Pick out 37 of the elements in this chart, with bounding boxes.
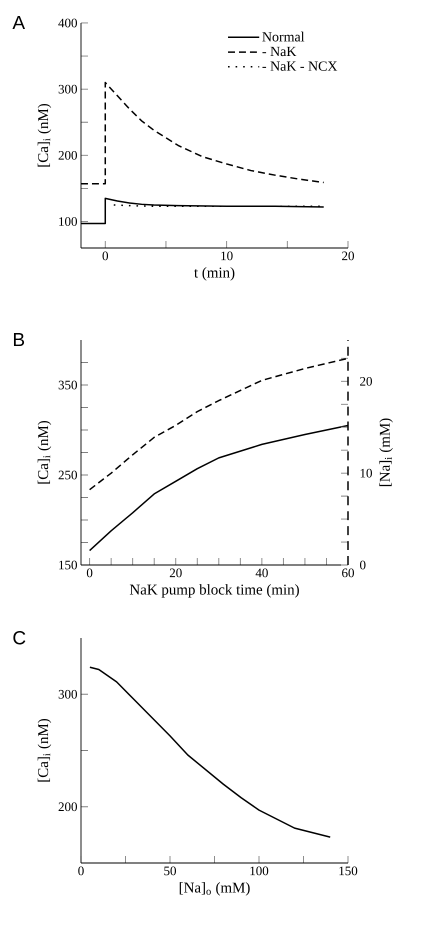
y-tick-label: 150 [59, 560, 77, 570]
x-tick-label: 40 [256, 568, 268, 578]
x-tick-label: 60 [342, 568, 354, 578]
x-tick-label: 0 [78, 866, 84, 876]
x-tick-label: 10 [221, 252, 233, 260]
legend-label: Normal [262, 32, 304, 42]
x-tick-label: 150 [339, 866, 358, 876]
y-tick-label: 100 [59, 217, 77, 226]
x-axis-title: NaK pump block time (min) [130, 584, 299, 598]
x-tick-label: 100 [250, 866, 268, 876]
y-tick-label: 250 [58, 470, 77, 480]
x-axis-title: [Na]$_{o}$ (mM) [180, 882, 250, 896]
legend-label: - NaK - NCX [262, 61, 338, 71]
x-tick-label: 0 [102, 252, 108, 260]
y-axis-title: [Ca]$_{i}$ (nM) [38, 420, 52, 484]
chart-title: C [13, 631, 26, 644]
x-tick-label: 20 [170, 568, 182, 578]
y-tick-label: 350 [58, 380, 77, 390]
chart-title: A [12, 16, 26, 30]
legend-label: - NaK [262, 46, 296, 56]
line-series [88, 358, 349, 490]
y-tick-label: 300 [58, 690, 77, 699]
y2-axis-title: [Na]$_{i}$ (mM) [379, 418, 393, 486]
x-tick-label: 20 [342, 252, 354, 260]
x-axis-title: t (min) [194, 267, 234, 281]
y-axis-title: [Ca]$_{i}$ (nM) [38, 718, 52, 782]
y-tick-label: 300 [58, 84, 77, 94]
y-tick-label: 200 [58, 150, 77, 160]
y-tick-label: 200 [58, 802, 77, 812]
x-tick-label: 0 [86, 568, 92, 578]
y-tick-label: 400 [58, 18, 77, 28]
chart-title: B [14, 333, 24, 346]
y2-tick-label: 0 [360, 560, 366, 570]
y2-tick-label: 20 [360, 376, 372, 386]
x-tick-label: 50 [164, 866, 176, 876]
y2-tick-label: 10 [360, 468, 372, 478]
y-axis-title: [Ca]$_{i}$ (nM) [38, 104, 52, 167]
